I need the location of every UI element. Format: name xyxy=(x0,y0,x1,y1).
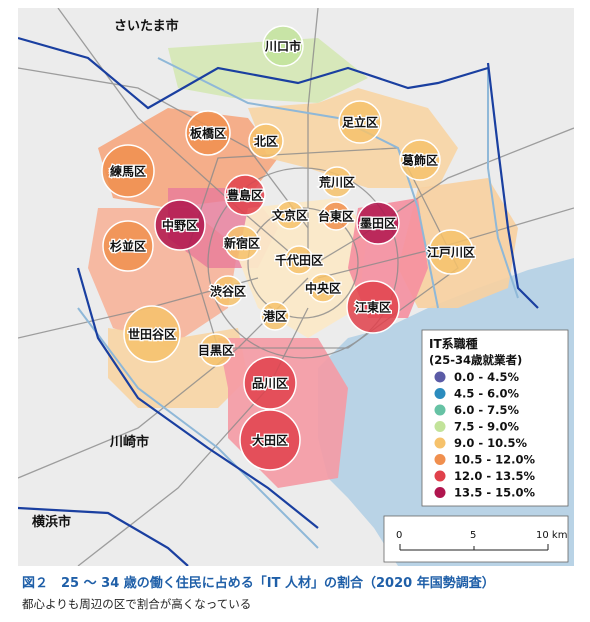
legend-label: 6.0 - 7.5% xyxy=(454,403,520,417)
ward-label-shinjuku: 新宿区 xyxy=(224,236,260,251)
legend-swatch xyxy=(434,388,446,399)
city-label-kawasaki: 川崎市 xyxy=(109,434,149,450)
ward-bubble-kawaguchi xyxy=(262,25,304,67)
ward-label-bunkyo: 文京区 xyxy=(272,208,308,223)
ward-bubble-nakano xyxy=(154,199,206,251)
legend-title: IT系職種 xyxy=(429,336,478,351)
legend-swatch xyxy=(434,404,446,416)
legend-swatch xyxy=(434,487,446,498)
ward-label-sumida: 墨田区 xyxy=(360,217,396,231)
scale-bar-box xyxy=(383,515,569,563)
ward-label-nerima: 練馬区 xyxy=(110,164,146,179)
ward-label-arakawa: 荒川区 xyxy=(318,175,355,190)
legend-label: 7.5 - 9.0% xyxy=(454,420,520,434)
legend-box xyxy=(421,329,569,507)
ward-bubble-adachi xyxy=(338,100,382,144)
ward-label-edogawa: 江戸川区 xyxy=(427,245,475,260)
ward-bubble-shinagawa xyxy=(243,356,297,410)
ward-bubble-itabashi xyxy=(185,110,231,156)
legend: IT系職種 (25-34歳就業者) 0.0 - 4.5% 4.5 - 6.0% 6.… xyxy=(421,329,569,507)
ward-bubble-chuo xyxy=(308,273,338,303)
ward-label-minato: 港区 xyxy=(263,309,287,324)
ward-bubble-taito xyxy=(321,201,351,231)
ward-label-taito: 台東区 xyxy=(318,209,354,224)
legend-label: 13.5 - 15.0% xyxy=(454,486,536,500)
legend-swatch xyxy=(434,454,446,465)
ward-label-suginami: 杉並区 xyxy=(110,239,146,254)
city-labels: さいたま市 川崎市 横浜市 xyxy=(32,18,179,530)
ward-label-shinagawa: 品川区 xyxy=(252,377,288,391)
ward-bubble-bunkyo xyxy=(275,200,305,230)
ward-label-kawaguchi: 川口市 xyxy=(264,39,301,54)
ward-label-shibuya: 渋谷区 xyxy=(210,284,246,299)
ward-bubble-meguro xyxy=(199,333,233,367)
ward-bubble-chiyoda xyxy=(284,245,314,275)
figure-subcaption: 都心よりも周辺の区で割合が高くなっている xyxy=(22,597,252,611)
scale-tick-10: 10 km xyxy=(536,530,567,541)
ward-bubble-koto xyxy=(346,280,400,334)
prefecture-borders xyxy=(18,36,539,566)
legend-label: 4.5 - 6.0% xyxy=(454,387,520,401)
ward-bubble-shibuya xyxy=(212,275,244,307)
ward-bubble-kita xyxy=(248,123,284,159)
ward-label-adachi: 足立区 xyxy=(342,115,378,130)
city-label-yokohama: 横浜市 xyxy=(32,514,71,530)
ward-label-setagaya: 世田谷区 xyxy=(128,327,176,342)
ward-bubble-ota xyxy=(239,409,301,471)
ward-bubble-suginami xyxy=(102,220,154,272)
city-label-saitama: さいたま市 xyxy=(114,18,179,34)
scale-tick-0: 0 xyxy=(396,530,402,541)
ward-bubble-katsushika xyxy=(399,139,441,181)
ward-label-toshima: 豊島区 xyxy=(227,188,263,203)
scale-tick-5: 5 xyxy=(470,530,476,541)
ward-bubble-sumida xyxy=(356,201,400,245)
ward-bubble-setagaya xyxy=(123,305,181,363)
ward-label-nakano: 中野区 xyxy=(162,218,198,233)
ward-label-chuo: 中央区 xyxy=(305,281,341,296)
legend-subtitle: (25-34歳就業者) xyxy=(429,353,522,367)
rivers xyxy=(77,57,519,549)
ward-bubble-shinjuku xyxy=(224,225,260,261)
ward-bubble-minato xyxy=(260,301,290,331)
region-north-saitama xyxy=(168,38,368,103)
legend-items: 0.0 - 4.5% 4.5 - 6.0% 6.0 - 7.5% 7.5 - 9.0%… xyxy=(434,370,536,500)
legend-swatch xyxy=(434,437,446,449)
ward-bubble-toshima xyxy=(224,174,266,216)
legend-label: 10.5 - 12.0% xyxy=(454,453,536,467)
legend-label: 0.0 - 4.5% xyxy=(454,370,520,384)
legend-label: 9.0 - 10.5% xyxy=(454,436,528,450)
scale-bar: 0 5 10 km xyxy=(383,515,569,563)
ward-label-chiyoda: 千代田区 xyxy=(275,253,323,268)
scale-bar-line xyxy=(399,544,549,551)
legend-swatch xyxy=(434,371,446,383)
figure-caption: 図２ 25 〜 34 歳の働く住民に占める「IT 人材」の割合（2020 年国勢… xyxy=(22,576,495,591)
ward-label-meguro: 目黒区 xyxy=(198,344,234,358)
legend-swatch xyxy=(434,421,446,432)
legend-label: 12.0 - 13.5% xyxy=(454,469,536,483)
legend-swatch xyxy=(434,470,446,482)
ward-bubble-arakawa xyxy=(321,166,353,198)
ward-label-itabashi: 板橋区 xyxy=(190,126,226,141)
ward-bubble-nerima xyxy=(101,144,155,198)
ward-label-koto: 江東区 xyxy=(355,300,391,315)
ward-bubble-edogawa xyxy=(428,229,474,275)
ward-label-ota: 大田区 xyxy=(252,433,288,448)
ward-label-katsushika: 葛飾区 xyxy=(401,153,438,168)
ward-label-kita: 北区 xyxy=(254,134,278,149)
